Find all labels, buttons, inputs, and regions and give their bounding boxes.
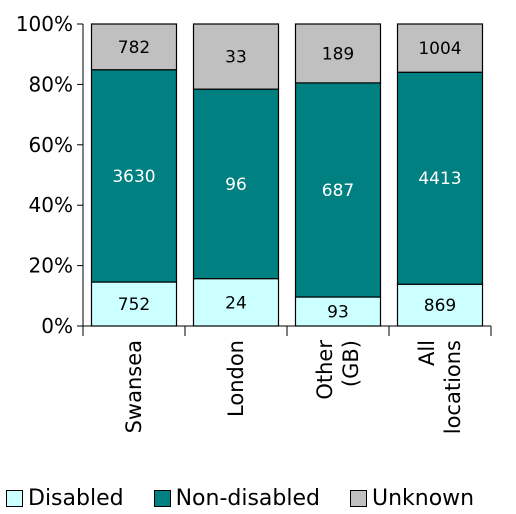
y-tick-label: 80%: [29, 72, 73, 96]
y-tick-label: 20%: [29, 254, 73, 278]
bar-segment: [90, 23, 178, 71]
legend: Disabled Non-disabled Unknown: [0, 486, 516, 511]
bar-segment: [396, 71, 484, 285]
bar-segment: [192, 88, 280, 280]
y-axis: 0% 20% 40% 60% 80% 100%: [16, 12, 84, 338]
x-category-label: Other: [313, 340, 337, 400]
data-label: 96: [225, 175, 247, 195]
x-category-label: Swansea: [122, 340, 146, 433]
bar-segment: [396, 283, 484, 327]
bar-segment: [396, 23, 484, 73]
y-tick-label: 100%: [16, 12, 73, 36]
legend-swatch-non-disabled: [153, 490, 171, 507]
bar-segment: [90, 69, 178, 283]
data-label: 782: [118, 38, 150, 58]
data-label: 869: [424, 296, 456, 316]
x-category-label: (GB): [339, 340, 363, 387]
legend-item-unknown: Unknown: [349, 486, 475, 511]
bar-segment: [294, 296, 382, 327]
x-category-label: London: [224, 340, 248, 417]
legend-swatch-disabled: [6, 490, 23, 507]
legend-item-non-disabled: Non-disabled: [153, 486, 320, 511]
data-label: 4413: [418, 169, 461, 189]
data-label: 93: [327, 303, 349, 323]
y-tick-label: 40%: [29, 193, 73, 217]
data-label: 33: [225, 48, 247, 68]
bar-segment: [192, 278, 280, 327]
legend-item-disabled: Disabled: [6, 486, 124, 511]
legend-label-unknown: Unknown: [371, 486, 475, 511]
bars-group: 752 3630 782 24 96 33 93 687 189 869 4413 1004: [90, 23, 484, 327]
bar-segment: [294, 82, 382, 298]
legend-swatch-unknown: [349, 490, 367, 507]
y-tick-label: 60%: [29, 133, 73, 157]
data-label: 1004: [418, 39, 461, 59]
x-category-label: All: [415, 340, 439, 366]
data-label: 24: [225, 293, 247, 313]
data-label: 687: [322, 181, 354, 201]
y-tick-label: 0%: [41, 314, 73, 338]
x-axis: Swansea London Other (GB) All locations: [82, 325, 492, 434]
data-label: 3630: [112, 167, 155, 187]
x-category-label: locations: [441, 340, 465, 434]
legend-label-disabled: Disabled: [28, 486, 124, 511]
bar-segment: [192, 23, 280, 90]
bar-segment: [294, 23, 382, 84]
data-label: 189: [322, 44, 354, 64]
data-label: 752: [118, 295, 150, 315]
legend-label-non-disabled: Non-disabled: [175, 486, 320, 511]
